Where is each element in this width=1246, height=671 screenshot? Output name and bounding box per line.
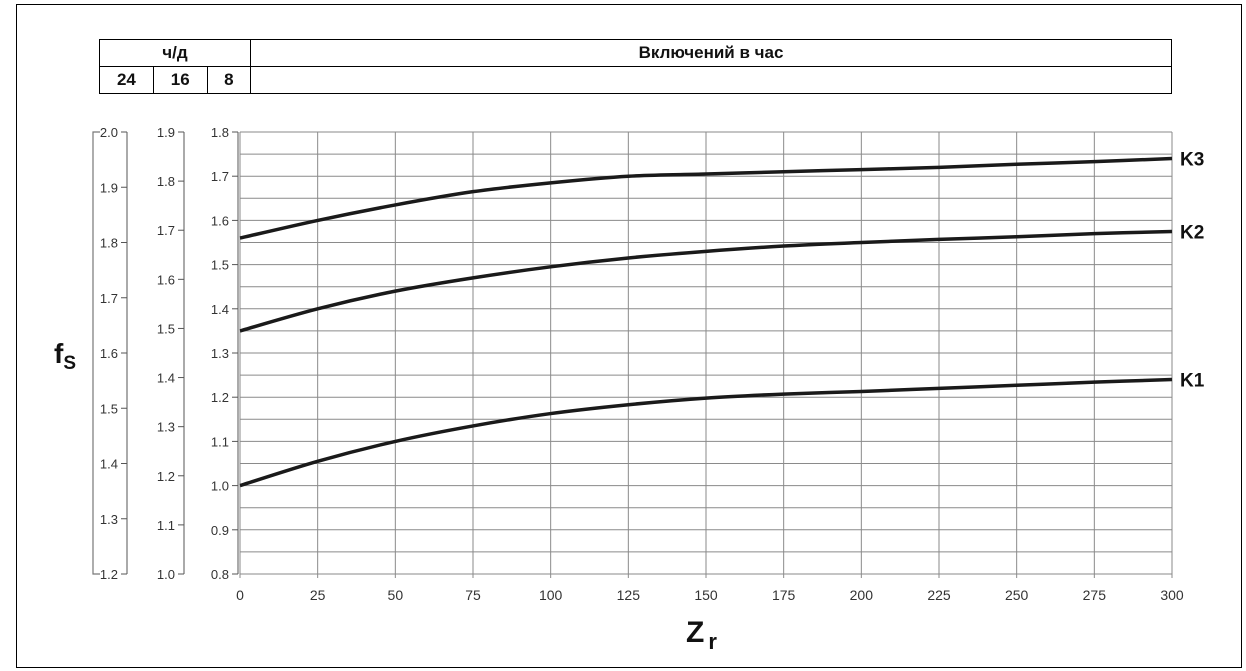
x-tick-label: 250	[1005, 587, 1029, 603]
y-tick-label: 1.6	[100, 346, 118, 361]
x-tick-label: 50	[388, 587, 404, 603]
x-tick-label: 75	[465, 587, 481, 603]
series-line-k1	[239, 377, 1173, 488]
y-tick-label: 1.6	[157, 272, 175, 287]
series-label-k1: K1	[1180, 371, 1205, 392]
x-tick-label: 0	[236, 587, 244, 603]
hours-per-day-16: 16	[152, 66, 208, 94]
y-tick-label: 1.1	[157, 518, 175, 533]
x-tick-label: 275	[1083, 587, 1107, 603]
x-tick-label: 150	[694, 587, 718, 603]
operating-conditions-table: ч/д Включений в час 24 16 8	[99, 39, 1172, 94]
y-tick-label: 1.5	[211, 258, 229, 273]
hours-per-day-8: 8	[206, 66, 252, 94]
y-tick-label: 1.8	[211, 125, 229, 140]
grid	[239, 131, 1173, 578]
series-line-k3	[239, 156, 1173, 240]
y-tick-label: 2.0	[100, 125, 118, 140]
x-tick-label: 100	[539, 587, 563, 603]
y-tick-label: 1.8	[157, 174, 175, 189]
y-tick-label: 1.9	[100, 180, 118, 195]
x-tick-label: 225	[927, 587, 951, 603]
y-axes: 2.0 1.9 1.8 1.7 1.6 1.5 1.4 1.3 1.2 1.9 1.8 1.7 1.6 1…	[92, 125, 239, 582]
figure-frame	[16, 4, 1242, 668]
y-tick-label: 1.2	[211, 390, 229, 405]
hours-per-day-24: 24	[99, 66, 154, 94]
x-tick-label: 175	[772, 587, 796, 603]
x-tick-label: 25	[310, 587, 326, 603]
y-tick-label: 0.9	[211, 523, 229, 538]
y-tick-label: 1.0	[211, 479, 229, 494]
starts-per-hour-empty-cell	[250, 66, 1172, 94]
y-tick-label: 1.5	[100, 401, 118, 416]
y-tick-label: 1.7	[157, 223, 175, 238]
y-tick-label: 1.5	[157, 321, 175, 336]
y-tick-label: 1.2	[100, 567, 118, 582]
y-tick-label: 1.0	[157, 567, 175, 582]
y-tick-label: 1.3	[211, 346, 229, 361]
series-label-k3: K3	[1180, 150, 1204, 171]
starts-per-hour-header: Включений в час	[250, 39, 1172, 67]
y-tick-label: 1.7	[100, 291, 118, 306]
series-label-k2: K2	[1180, 222, 1204, 243]
y-tick-label: 1.4	[211, 302, 229, 317]
series-lines: K3 K2 K1	[239, 150, 1205, 488]
y-tick-label: 1.4	[100, 457, 118, 472]
x-tick-label: 125	[617, 587, 641, 603]
y-tick-label: 0.8	[211, 567, 229, 582]
y-tick-label: 1.3	[157, 420, 175, 435]
y-tick-label: 1.8	[100, 236, 118, 251]
y-tick-label: 1.2	[157, 469, 175, 484]
x-axis: 0 25 50 75 100 125 150 175 200 225 250 275 300	[236, 587, 1184, 603]
y-tick-label: 1.1	[211, 434, 229, 449]
y-axis-bracket	[92, 131, 100, 575]
y-tick-label: 1.4	[157, 371, 175, 386]
series-line-k2	[239, 229, 1173, 333]
y-tick-label: 1.6	[211, 213, 229, 228]
y-tick-label: 1.7	[211, 169, 229, 184]
x-tick-label: 300	[1160, 587, 1184, 603]
y-tick-label: 1.3	[100, 512, 118, 527]
y-tick-label: 1.9	[157, 125, 175, 140]
x-tick-label: 200	[850, 587, 874, 603]
y-axis-title: fS	[54, 338, 76, 374]
